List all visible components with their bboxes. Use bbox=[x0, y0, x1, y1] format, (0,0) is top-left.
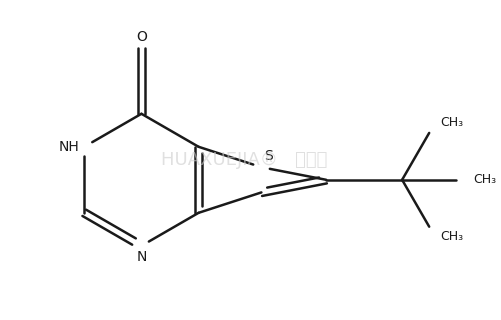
Text: O: O bbox=[136, 30, 147, 44]
Text: NH: NH bbox=[59, 140, 80, 154]
Text: N: N bbox=[136, 251, 147, 264]
Text: HUAXUEJIA®   化学加: HUAXUEJIA® 化学加 bbox=[161, 151, 327, 169]
Text: CH₃: CH₃ bbox=[473, 173, 496, 186]
Text: CH₃: CH₃ bbox=[440, 230, 463, 244]
Text: CH₃: CH₃ bbox=[440, 116, 463, 129]
Text: S: S bbox=[264, 148, 273, 163]
